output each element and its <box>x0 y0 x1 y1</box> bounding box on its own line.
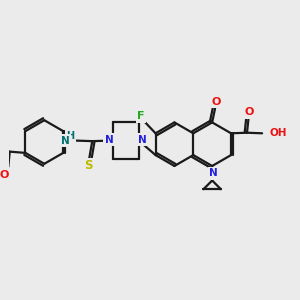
Text: S: S <box>84 159 92 172</box>
Text: N: N <box>61 136 70 146</box>
Text: N: N <box>105 135 113 145</box>
Text: O: O <box>244 107 254 117</box>
Text: OH: OH <box>269 128 287 138</box>
Text: N: N <box>138 135 147 145</box>
Text: H: H <box>66 131 74 141</box>
Text: O: O <box>0 170 9 180</box>
Text: N: N <box>209 168 218 178</box>
Text: F: F <box>137 111 145 122</box>
Text: O: O <box>212 97 221 107</box>
